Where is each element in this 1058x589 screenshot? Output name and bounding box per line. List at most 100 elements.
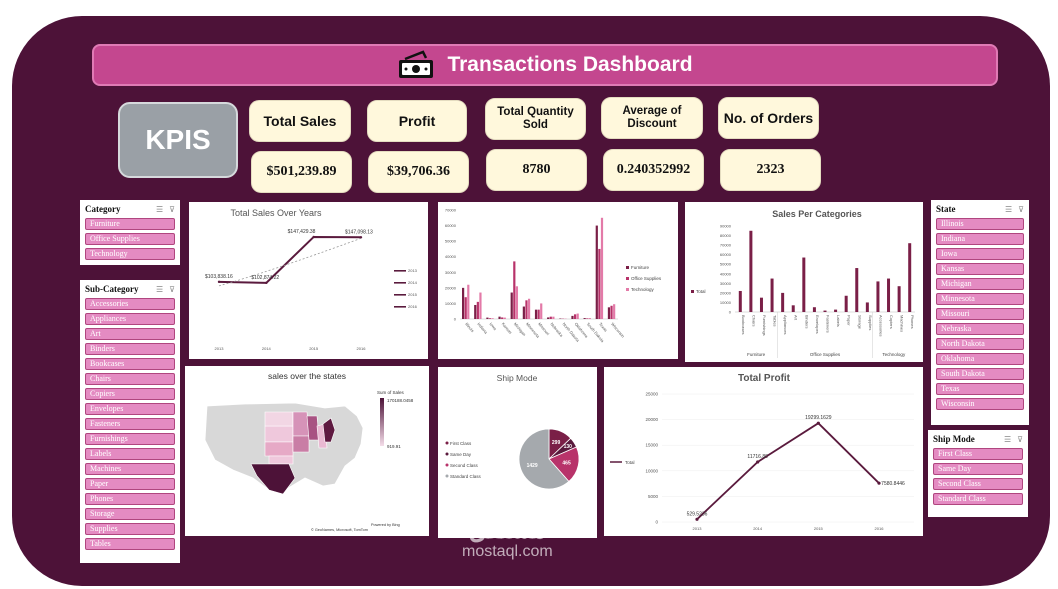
slicer-item-sub-category[interactable]: Copiers — [85, 388, 175, 400]
state-y-tick: 50000 — [445, 239, 457, 244]
multi-select-icon[interactable]: ☰ — [1003, 434, 1012, 444]
dashboard-title: Transactions Dashboard — [447, 53, 693, 76]
slicer-item-state[interactable]: South Dakota — [936, 368, 1024, 380]
slicer-item-ship-mode[interactable]: Second Class — [933, 478, 1023, 490]
state-legend-swatch — [626, 266, 629, 269]
state-x-tick: Wisconsin — [610, 321, 626, 338]
slicer-item-sub-category[interactable]: Phones — [85, 493, 175, 505]
cat-x-tick: Binders — [804, 315, 809, 329]
profit-y-tick: 20000 — [645, 417, 658, 422]
total-profit-svg: Total Profit 25000 20000 15000 10000 5000 0 529… — [610, 373, 914, 531]
slicer-item-sub-category[interactable]: Fasteners — [85, 418, 175, 430]
state-bar — [588, 318, 591, 319]
slicer-item-state[interactable]: Oklahoma — [936, 353, 1024, 365]
slicer-item-state[interactable]: Iowa — [936, 248, 1024, 260]
ship-legend-label: Same Day — [450, 452, 472, 457]
cat-x-tick: Storage — [857, 315, 862, 330]
map-credit-geo: © GeoNames, Microsoft, TomTom — [311, 528, 368, 532]
cat-bar — [876, 281, 880, 312]
sales-point — [312, 235, 315, 239]
state-y-tick: 30000 — [445, 270, 457, 275]
slicer-item-sub-category[interactable]: Chairs — [85, 373, 175, 385]
state-bar — [467, 284, 470, 319]
slicer-item-state[interactable]: Minnesota — [936, 293, 1024, 305]
slicer-item-state[interactable]: Nebraska — [936, 323, 1024, 335]
cat-y-tick: 90000 — [720, 224, 732, 229]
cat-x-tick: Furnishings — [762, 315, 767, 336]
ship-legend-swatch — [445, 452, 449, 456]
kpi-quantity-value: 8780 — [486, 149, 587, 191]
slicer-item-sub-category[interactable]: Paper — [85, 478, 175, 490]
slicer-item-state[interactable]: Indiana — [936, 233, 1024, 245]
state-sales-chart: 70000 60000 50000 40000 30000 20000 10000 0 Illi… — [438, 202, 678, 359]
slicer-item-sub-category[interactable]: Envelopes — [85, 403, 175, 415]
cat-bar — [791, 305, 795, 312]
ship-mode-slicer: Ship Mode ☰ ⊽ First Class Same Day Second Cl… — [928, 430, 1028, 517]
slicer-item-state[interactable]: North Dakota — [936, 338, 1024, 350]
cat-y-tick: 80000 — [720, 233, 732, 238]
ship-legend-label: First Class — [450, 441, 472, 446]
state-bar — [474, 304, 477, 319]
slicer-item-sub-category[interactable]: Furnishings — [85, 433, 175, 445]
slicer-item-sub-category[interactable]: Labels — [85, 448, 175, 460]
slicer-item-sub-category[interactable]: Binders — [85, 343, 175, 355]
sales-x-tick: 2014 — [262, 346, 272, 351]
slicer-item-state[interactable]: Wisconsin — [936, 398, 1024, 410]
state-bar — [576, 313, 579, 319]
slicer-item-state[interactable]: Texas — [936, 383, 1024, 395]
slicer-item-state[interactable]: Missouri — [936, 308, 1024, 320]
state-bar — [573, 314, 577, 319]
state-bar — [515, 286, 519, 319]
money-icon — [397, 50, 435, 80]
cat-bar — [759, 297, 763, 312]
slicer-item-sub-category[interactable]: Storage — [85, 508, 175, 520]
cat-legend-swatch — [691, 290, 694, 293]
slicer-item-category[interactable]: Office Supplies — [85, 233, 175, 245]
clear-filter-icon[interactable]: ⊽ — [169, 284, 175, 294]
slicer-item-ship-mode[interactable]: Same Day — [933, 463, 1023, 475]
clear-filter-icon[interactable]: ⊽ — [1017, 434, 1023, 444]
state-legend-label: Furniture — [631, 265, 650, 270]
cat-y-tick: 10000 — [720, 300, 732, 305]
cat-x-tick: Envelopes — [815, 315, 820, 334]
slicer-item-sub-category[interactable]: Art — [85, 328, 175, 340]
state-bar — [598, 248, 601, 319]
slicer-item-ship-mode[interactable]: Standard Class — [933, 493, 1023, 505]
usa-map-shape — [204, 402, 364, 495]
slicer-item-sub-category[interactable]: Appliances — [85, 313, 175, 325]
states-map-svg: sales over the states Sum of Sales — [204, 371, 414, 532]
multi-select-icon[interactable]: ☰ — [155, 284, 164, 294]
watermark: مستقل mostaql.com — [462, 515, 553, 561]
profit-x-tick: 2016 — [875, 526, 885, 531]
cat-bar — [897, 286, 901, 312]
slicer-item-state[interactable]: Michigan — [936, 278, 1024, 290]
multi-select-icon[interactable]: ☰ — [155, 204, 164, 214]
slicer-item-sub-category[interactable]: Tables — [85, 538, 175, 550]
title-bar: Transactions Dashboard — [92, 44, 998, 86]
slicer-item-ship-mode[interactable]: First Class — [933, 448, 1023, 460]
clear-filter-icon[interactable]: ⊽ — [169, 204, 175, 214]
multi-select-icon[interactable]: ☰ — [1004, 204, 1013, 214]
slicer-item-category[interactable]: Technology — [85, 248, 175, 260]
map-credit-bing: Powered by Bing — [371, 523, 400, 527]
kpi-discount-value: 0.240352992 — [603, 149, 704, 191]
slicer-item-state[interactable]: Illinois — [936, 218, 1024, 230]
sales-data-label: $147,429.38 — [288, 229, 316, 235]
profit-y-tick: 0 — [655, 520, 658, 525]
cat-y-tick: 0 — [729, 310, 732, 315]
clear-filter-icon[interactable]: ⊽ — [1018, 204, 1024, 214]
cat-y-tick: 20000 — [720, 290, 732, 295]
profit-y-tick: 10000 — [645, 468, 658, 473]
profit-data-label: 19299.1629 — [805, 415, 832, 421]
slicer-item-sub-category[interactable]: Machines — [85, 463, 175, 475]
state-slicer: State ☰ ⊽ Illinois Indiana Iowa Kansas Michiga… — [931, 200, 1029, 425]
slicer-item-sub-category[interactable]: Bookcases — [85, 358, 175, 370]
slicer-item-sub-category[interactable]: Accessories — [85, 298, 175, 310]
state-bar — [488, 318, 492, 319]
state-bar — [600, 217, 604, 319]
slicer-item-sub-category[interactable]: Supplies — [85, 523, 175, 535]
slicer-item-category[interactable]: Furniture — [85, 218, 175, 230]
sales-legend-swatch — [394, 294, 406, 296]
slicer-item-state[interactable]: Kansas — [936, 263, 1024, 275]
